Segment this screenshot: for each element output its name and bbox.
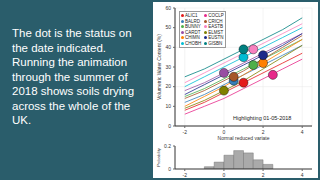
- svg-text:4: 4: [301, 129, 304, 135]
- html-text:Running the animation: Running the animation: [12, 56, 128, 68]
- html-text:UK.: UK.: [12, 114, 32, 126]
- html-text:ELMST: ELMST: [208, 29, 224, 35]
- html-text:CHOBH: CHOBH: [185, 40, 202, 46]
- html-text:CRICH: CRICH: [208, 18, 223, 24]
- html-text:ALIC1: ALIC1: [185, 13, 198, 18]
- svg-text:0: 0: [168, 123, 171, 129]
- html-text:COCLP: COCLP: [208, 13, 224, 18]
- html-text:the date indicated.: the date indicated.: [12, 41, 106, 54]
- html-text:through the summer of: through the summer of: [12, 70, 128, 83]
- svg-text:40: 40: [165, 44, 171, 50]
- html-text:Highlighting 01-05-2018: Highlighting 01-05-2018: [233, 115, 292, 121]
- html-text:EUSTN: EUSTN: [208, 35, 224, 40]
- html-text:CHIMN: CHIMN: [185, 35, 200, 40]
- svg-text:0: 0: [223, 172, 226, 177]
- html-text:across the whole of the: across the whole of the: [12, 99, 131, 112]
- svg-text:10: 10: [165, 103, 171, 109]
- html-text:EASTB: EASTB: [208, 24, 223, 29]
- svg-text:60: 60: [165, 5, 171, 11]
- svg-text:0: 0: [168, 166, 171, 172]
- html-text:CARDT: CARDT: [185, 29, 201, 35]
- svg-text:2: 2: [262, 172, 265, 177]
- svg-text:-2: -2: [183, 172, 188, 177]
- svg-text:30: 30: [165, 64, 171, 70]
- svg-text:Volumetric Water Content (%): Volumetric Water Content (%): [156, 34, 162, 100]
- html-text:BUNNY: BUNNY: [185, 24, 201, 29]
- html-text:BALRD: BALRD: [185, 18, 200, 24]
- svg-text:4: 4: [301, 172, 304, 177]
- svg-text:0.2: 0.2: [164, 143, 171, 149]
- html-text:The dot is the status on: The dot is the status on: [12, 27, 132, 39]
- svg-text:-2: -2: [183, 129, 188, 135]
- svg-text:0: 0: [223, 129, 226, 135]
- svg-text:Probability: Probability: [156, 148, 161, 167]
- svg-text:Normal reduced variate: Normal reduced variate: [218, 135, 270, 141]
- svg-text:50: 50: [165, 24, 171, 30]
- html-text:2018 shows soils drying: 2018 shows soils drying: [12, 85, 135, 97]
- svg-text:20: 20: [165, 83, 171, 89]
- html-text:GISBN: GISBN: [208, 40, 223, 46]
- svg-text:2: 2: [262, 129, 265, 135]
